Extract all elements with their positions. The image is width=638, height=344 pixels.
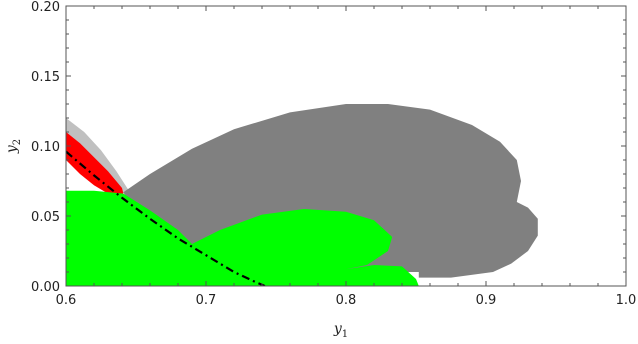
x-axis: 0.6 0.7 0.8 0.9 1.0 [56,6,637,308]
region-layer [66,104,538,286]
region-3 [66,190,419,286]
region-0 [66,118,129,194]
y-tick-label: 0.20 [31,0,60,15]
y-axis-title: y2 [4,139,23,154]
x-tick-label: 0.6 [56,293,77,308]
y-tick-label: 0.15 [31,70,60,85]
y-axis: 0.00 0.05 0.10 0.15 0.20 [31,0,626,295]
region-2 [66,132,124,194]
x-axis-title-sub: 1 [342,329,348,340]
y-axis-title-main: y [4,144,20,154]
curve-layer [66,150,266,286]
y-tick-label: 0.05 [31,210,60,225]
x-tick-label: 0.8 [336,293,357,308]
x-tick-label: 0.9 [476,293,497,308]
x-axis-title-main: y [333,321,343,337]
x-tick-label: 0.7 [196,293,217,308]
curve-0 [66,150,266,286]
y-tick-label: 0.00 [31,280,60,295]
y-tick-label: 0.10 [31,140,60,155]
y-axis-title-sub: 2 [12,139,23,145]
x-axis-title: y1 [333,321,348,340]
x-tick-label: 1.0 [616,293,637,308]
